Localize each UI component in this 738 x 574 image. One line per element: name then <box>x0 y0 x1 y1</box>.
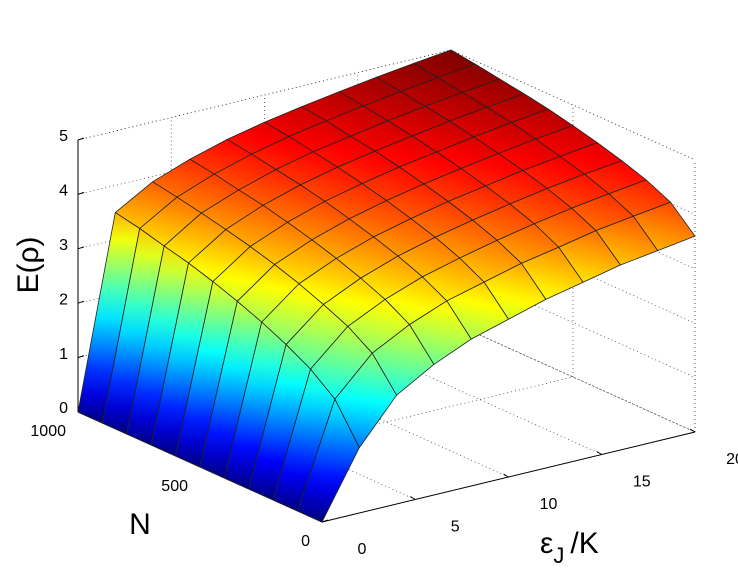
axis-labels: E(ρ) N εJ/K 0 1 2 3 4 5 0 500 1000 0 5 10 15 20 <box>12 128 738 568</box>
surface <box>77 49 696 523</box>
z-axis-label: E(ρ) <box>12 236 45 293</box>
z-tick <box>77 137 85 141</box>
y-tick-label: 0 <box>301 533 310 550</box>
x-tick <box>689 428 696 433</box>
grid-line <box>357 344 602 455</box>
z-tick <box>77 355 85 359</box>
x-label-sub: J <box>553 543 564 568</box>
x-label-unit: /K <box>570 527 598 560</box>
z-tick-label: 2 <box>59 291 68 308</box>
x-tick-label: 5 <box>451 519 460 536</box>
grid-line <box>450 321 696 433</box>
x-tick-label: 15 <box>633 474 651 491</box>
z-tick-label: 5 <box>59 128 68 145</box>
y-tick-label: 1000 <box>30 423 66 440</box>
x-tick-label: 20 <box>726 451 738 468</box>
surface-patch <box>297 398 360 523</box>
grid-line <box>171 389 416 500</box>
z-tick-label: 1 <box>59 346 68 363</box>
z-tick-label: 0 <box>59 400 68 417</box>
grid-line <box>450 321 696 433</box>
grid-line <box>264 366 509 478</box>
grid-line <box>450 49 696 161</box>
z-tick <box>77 191 85 195</box>
y-tick-label: 500 <box>161 478 188 495</box>
z-tick <box>77 300 85 304</box>
x-tick <box>503 473 509 478</box>
z-tick-label: 3 <box>59 237 68 254</box>
x-tick <box>409 496 416 500</box>
z-tick <box>77 246 85 250</box>
x-label-main: ε <box>540 527 553 560</box>
z-tick-label: 4 <box>59 183 68 200</box>
x-tick-label: 0 <box>358 541 367 558</box>
x-tick-label: 10 <box>540 496 558 513</box>
x-axis-label: εJ/K <box>540 527 599 568</box>
y-axis-label: N <box>129 508 151 541</box>
y-tick <box>321 519 329 523</box>
x-tick <box>596 451 603 455</box>
